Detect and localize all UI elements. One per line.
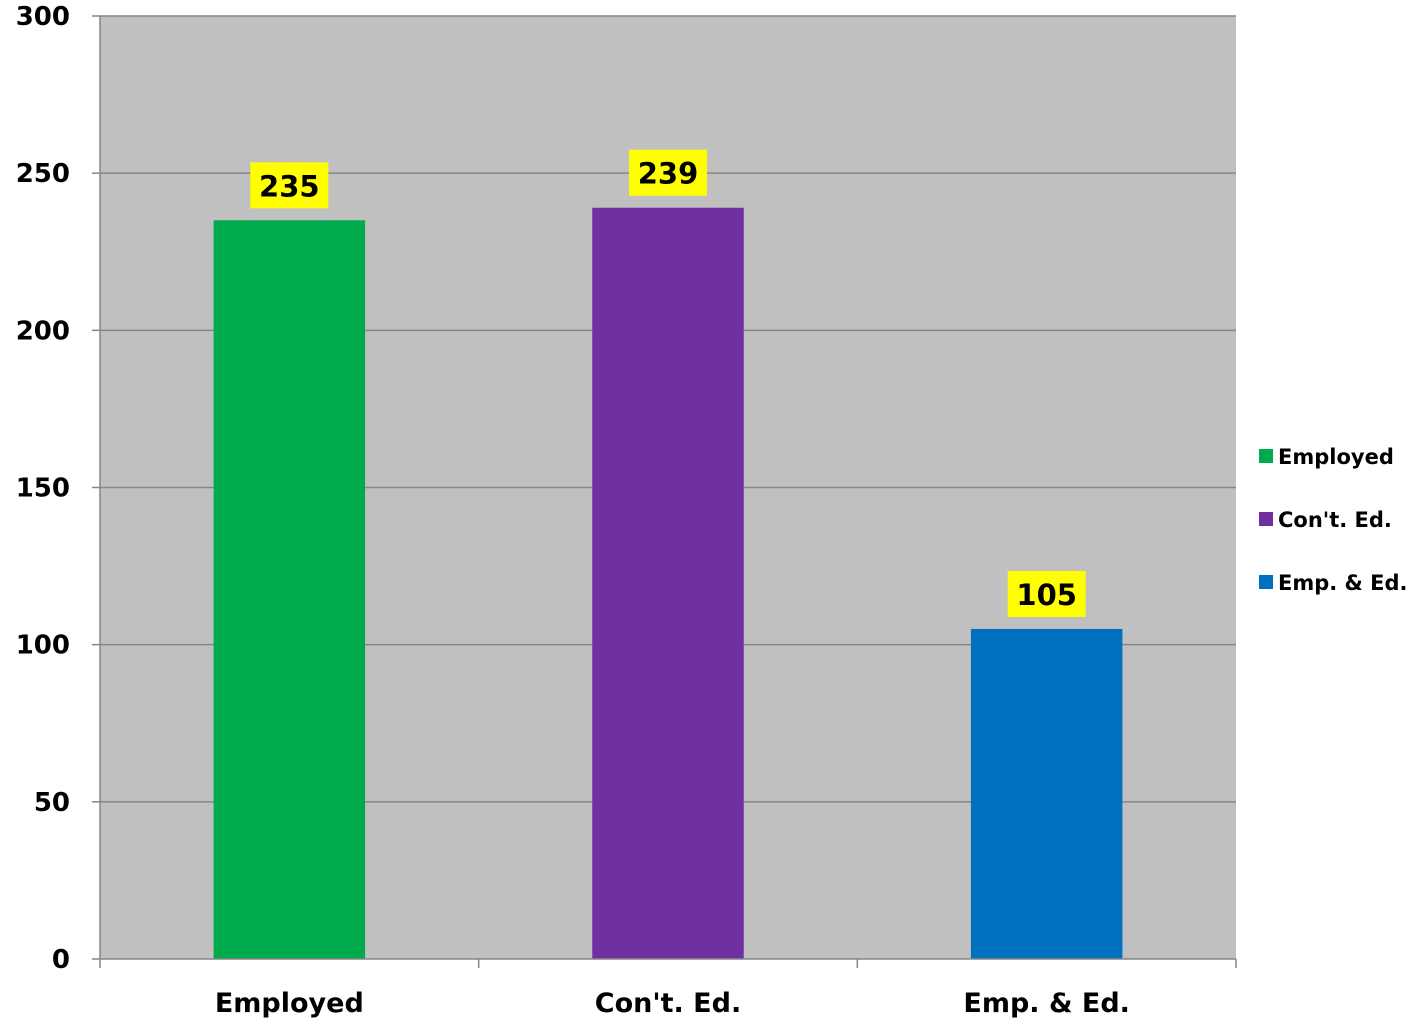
legend: Employed Con't. Ed. Emp. & Ed. <box>1259 445 1408 595</box>
y-tick-label: 0 <box>52 945 70 975</box>
y-axis-ticks: 0 50 100 150 200 250 300 <box>16 2 100 975</box>
y-tick-label: 150 <box>16 474 70 504</box>
data-label-background <box>250 162 329 209</box>
data-label: 239 <box>638 157 699 191</box>
y-tick-label: 300 <box>16 2 70 32</box>
x-category-label: Con't. Ed. <box>595 988 741 1019</box>
bar <box>970 628 1123 959</box>
legend-label: Con't. Ed. <box>1278 508 1392 532</box>
x-category-label: Employed <box>215 988 364 1019</box>
data-labels: 235 239 105 <box>250 149 1086 617</box>
y-tick-label: 200 <box>16 316 70 346</box>
x-category-label: Emp. & Ed. <box>963 988 1130 1019</box>
bars <box>213 207 1123 960</box>
x-axis-ticks: Employed Con't. Ed. Emp. & Ed. <box>99 959 1237 1019</box>
data-label-background <box>1007 570 1086 617</box>
data-label: 105 <box>1016 578 1077 612</box>
legend-swatch <box>1259 512 1273 526</box>
y-tick-label: 250 <box>16 159 70 189</box>
y-tick-label: 100 <box>16 631 70 661</box>
data-label: 235 <box>259 169 320 203</box>
data-label-background <box>629 149 707 196</box>
bar <box>592 207 744 959</box>
legend-label: Emp. & Ed. <box>1278 571 1408 595</box>
legend-label: Employed <box>1278 445 1394 469</box>
y-tick-label: 50 <box>34 788 70 818</box>
legend-swatch <box>1259 575 1273 589</box>
legend-swatch <box>1259 449 1273 463</box>
bar <box>213 220 366 960</box>
